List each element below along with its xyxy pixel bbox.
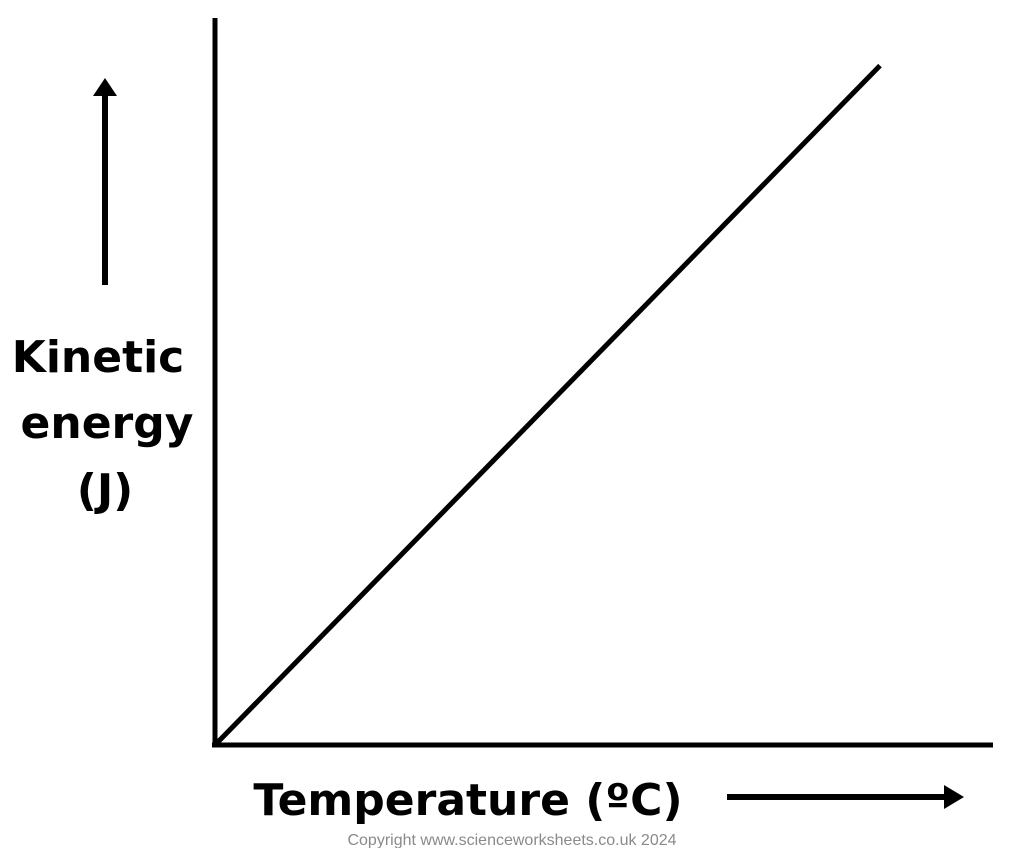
y-axis-label-line-1: Kinetic	[12, 332, 185, 383]
y-direction-arrow-icon	[93, 78, 117, 285]
y-axis-label-line-2: energy	[21, 398, 194, 449]
x-direction-arrow-icon	[727, 785, 964, 809]
copyright-text: Copyright www.scienceworksheets.co.uk 20…	[347, 832, 676, 848]
y-axis-label-line-3: (J)	[77, 465, 134, 516]
series-line	[213, 63, 882, 747]
x-axis-label: Temperature (ºC)	[253, 775, 682, 826]
